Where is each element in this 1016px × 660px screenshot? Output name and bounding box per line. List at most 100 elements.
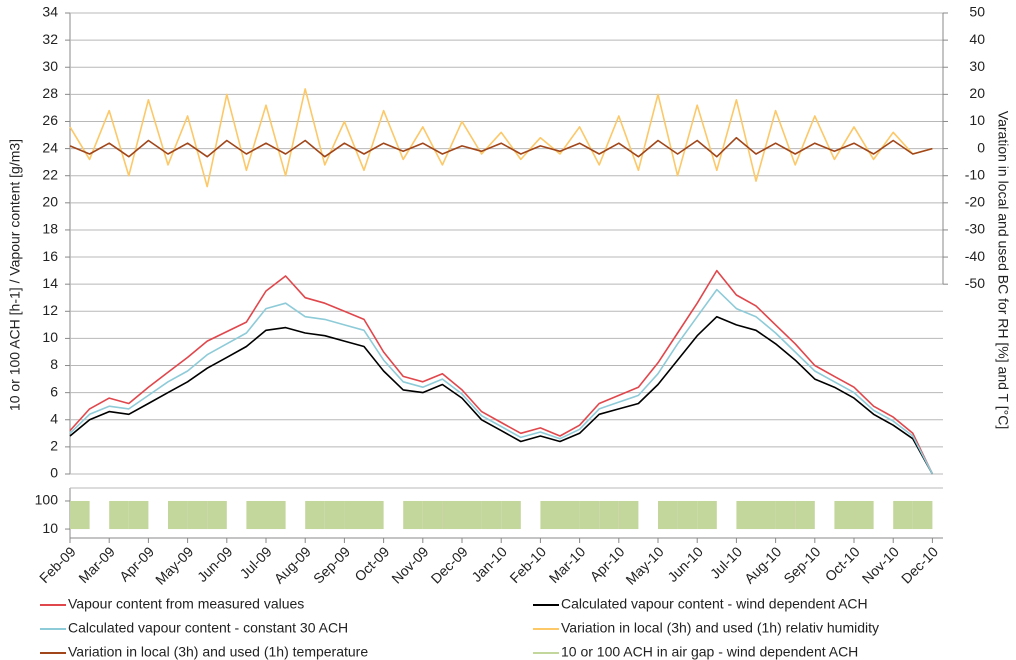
y-tick-label: 10 xyxy=(42,520,58,536)
x-tick-label: Apr-09 xyxy=(116,543,157,584)
legend-label: Calculated vapour content - constant 30 … xyxy=(68,620,348,636)
x-tick-label: Aug-09 xyxy=(271,543,314,586)
x-tick-label: Jul-09 xyxy=(236,543,274,581)
y-tick-label: 14 xyxy=(42,275,58,291)
x-tick-label: Mar-09 xyxy=(75,543,118,586)
x-tick-label: Jul-10 xyxy=(707,543,745,581)
series-line xyxy=(69,315,934,475)
bar xyxy=(697,500,717,530)
bar xyxy=(187,500,208,530)
x-tick-label: Apr-10 xyxy=(587,543,628,584)
bar xyxy=(266,500,286,530)
bar xyxy=(70,500,90,530)
y2-tick-label: -30 xyxy=(965,221,985,237)
x-tick-label: Mar-10 xyxy=(546,543,589,586)
x-tick-label: Jun-10 xyxy=(664,543,706,585)
y-tick-label: 22 xyxy=(42,166,58,182)
x-tick-label: Aug-10 xyxy=(741,543,784,586)
bar xyxy=(501,500,521,530)
bar xyxy=(560,500,580,530)
x-tick-label: Oct-09 xyxy=(351,543,392,584)
x-tick-label: May-10 xyxy=(622,543,666,587)
bar xyxy=(344,500,365,530)
y-tick-label: 34 xyxy=(42,4,58,20)
legend-label: 10 or 100 ACH in air gap - wind dependen… xyxy=(561,644,858,660)
legend-label: Calculated vapour content - wind depende… xyxy=(561,596,868,612)
y-axis-title: 10 or 100 ACH [h-1] / Vapour content [g/… xyxy=(7,139,23,411)
y-tick-label: 12 xyxy=(42,302,58,318)
x-tick-label: Dec-10 xyxy=(898,543,941,586)
series-line xyxy=(69,136,933,158)
bar xyxy=(736,500,757,530)
y-tick-label: 0 xyxy=(50,465,58,481)
y-tick-label: 24 xyxy=(42,139,58,155)
bar xyxy=(912,500,933,530)
legend-label: Variation in local (3h) and used (1h) re… xyxy=(561,620,879,636)
y2-tick-label: -50 xyxy=(965,275,985,291)
y2-tick-label: 50 xyxy=(969,4,985,20)
bar xyxy=(618,500,639,530)
y-tick-label: 4 xyxy=(50,410,58,426)
bar xyxy=(677,500,698,530)
bar xyxy=(128,500,149,530)
y2-tick-label: 10 xyxy=(969,112,985,128)
y-tick-label: 10 xyxy=(42,329,58,345)
bar xyxy=(756,500,776,530)
bar xyxy=(775,500,796,530)
y-tick-label: 2 xyxy=(50,438,58,454)
y-tick-label: 6 xyxy=(50,383,58,399)
bar xyxy=(834,500,855,530)
bar xyxy=(207,500,227,530)
x-tick-label: Nov-09 xyxy=(388,543,431,586)
y-tick-label: 30 xyxy=(42,58,58,74)
bar xyxy=(462,500,482,530)
bar xyxy=(168,500,188,530)
y2-tick-label: 0 xyxy=(977,139,985,155)
bar xyxy=(364,500,384,530)
y2-tick-label: -20 xyxy=(965,194,985,210)
y-tick-label: 100 xyxy=(35,492,59,508)
y2-tick-label: -10 xyxy=(965,166,985,182)
bar xyxy=(795,500,815,530)
series-line xyxy=(69,269,934,475)
y-tick-label: 16 xyxy=(42,248,58,264)
x-tick-label: May-09 xyxy=(152,543,196,587)
bar xyxy=(579,500,600,530)
x-tick-label: Sep-10 xyxy=(780,543,823,586)
y2-tick-label: -40 xyxy=(965,248,985,264)
x-tick-label: Jun-09 xyxy=(194,543,236,585)
bar xyxy=(305,500,325,530)
x-tick-label: Oct-10 xyxy=(822,543,863,584)
bar xyxy=(599,500,619,530)
y-tick-label: 8 xyxy=(50,356,58,372)
y2-tick-label: 20 xyxy=(969,85,985,101)
bar xyxy=(109,500,129,530)
y-tick-label: 18 xyxy=(42,221,58,237)
y-tick-label: 32 xyxy=(42,31,58,47)
x-tick-label: Feb-09 xyxy=(36,543,79,586)
bar xyxy=(403,500,423,530)
bar xyxy=(324,500,345,530)
y2-axis-title: Varation in local and used BC for RH [%]… xyxy=(995,111,1011,429)
x-tick-label: Feb-10 xyxy=(506,543,549,586)
bar xyxy=(481,500,502,530)
x-tick-label: Jan-10 xyxy=(468,543,510,585)
series-line xyxy=(69,288,934,475)
bar xyxy=(442,500,463,530)
x-tick-label: Dec-09 xyxy=(428,543,471,586)
y-tick-label: 26 xyxy=(42,112,58,128)
y2-tick-label: 30 xyxy=(969,58,985,74)
y-tick-label: 20 xyxy=(42,194,58,210)
x-tick-label: Nov-10 xyxy=(859,543,902,586)
series-line xyxy=(69,88,933,188)
bar xyxy=(658,500,678,530)
y-tick-label: 28 xyxy=(42,85,58,101)
legend-label: Vapour content from measured values xyxy=(68,596,304,612)
legend-label: Variation in local (3h) and used (1h) te… xyxy=(68,644,368,660)
bar xyxy=(246,500,267,530)
bar xyxy=(893,500,913,530)
bar xyxy=(540,500,561,530)
bar xyxy=(422,500,443,530)
x-tick-label: Sep-09 xyxy=(310,543,353,586)
